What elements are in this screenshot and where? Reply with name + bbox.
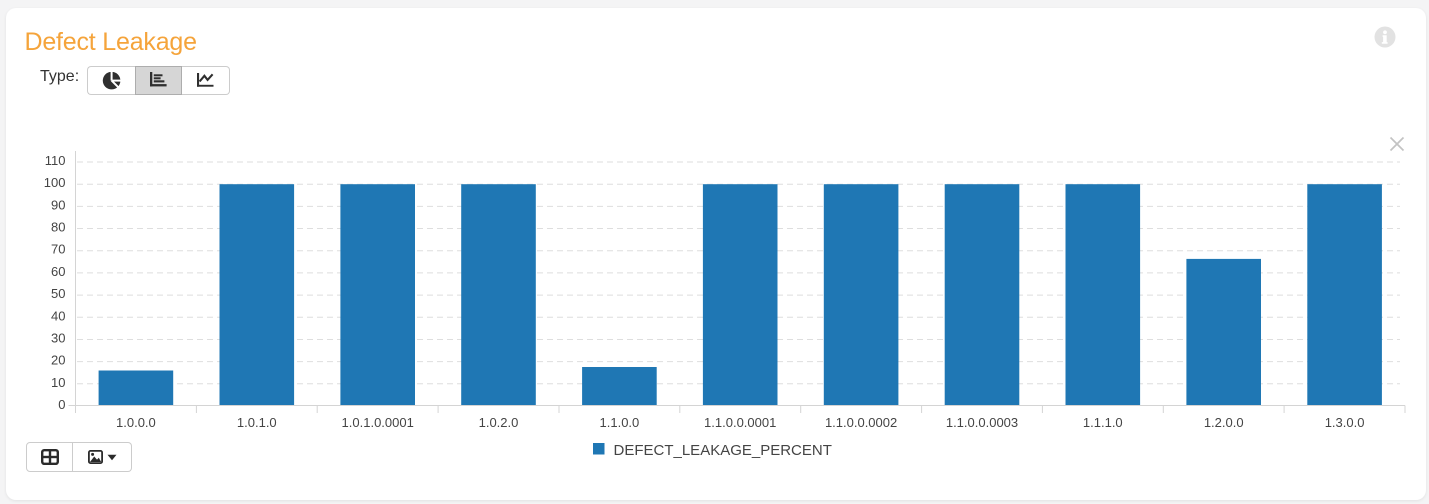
svg-text:80: 80 [51,220,65,235]
svg-text:70: 70 [51,242,65,257]
svg-text:DEFECT_LEAKAGE_PERCENT: DEFECT_LEAKAGE_PERCENT [614,442,832,459]
svg-text:1.0.1.0.0001: 1.0.1.0.0001 [342,415,414,430]
svg-text:1.1.0.0.0003: 1.1.0.0.0003 [946,415,1018,430]
svg-text:100: 100 [44,175,66,190]
svg-text:60: 60 [51,264,65,279]
svg-text:90: 90 [51,197,65,212]
svg-text:50: 50 [51,286,65,301]
svg-text:1.0.2.0: 1.0.2.0 [479,415,519,430]
svg-text:1.3.0.0: 1.3.0.0 [1325,415,1365,430]
svg-text:1.1.0.0: 1.1.0.0 [600,415,640,430]
svg-text:0: 0 [58,397,65,412]
svg-text:1.0.1.0: 1.0.1.0 [237,415,277,430]
svg-text:40: 40 [51,308,65,323]
svg-text:110: 110 [45,153,66,168]
svg-text:1.2.0.0: 1.2.0.0 [1204,415,1244,430]
svg-text:30: 30 [51,331,65,346]
svg-text:1.1.1.0: 1.1.1.0 [1083,415,1123,430]
svg-text:10: 10 [51,375,65,390]
svg-text:1.0.0.0: 1.0.0.0 [116,415,156,430]
svg-text:20: 20 [51,353,65,368]
svg-text:1.1.0.0.0002: 1.1.0.0.0002 [825,415,897,430]
svg-text:1.1.0.0.0001: 1.1.0.0.0001 [704,415,776,430]
